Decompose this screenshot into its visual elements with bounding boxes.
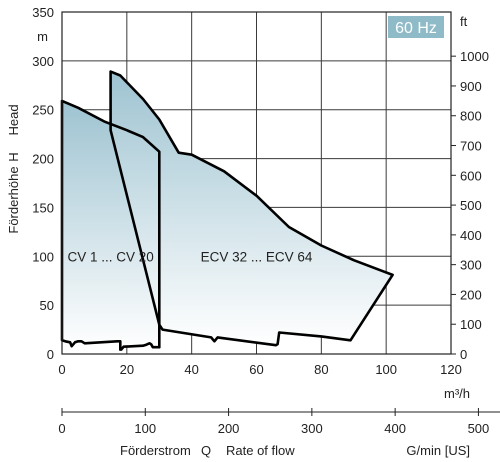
x-caption-de: Förderstrom bbox=[120, 443, 191, 458]
y-right-unit: ft bbox=[460, 14, 468, 29]
y-right-tick-label: 300 bbox=[460, 258, 482, 273]
y-right-tick-label: 100 bbox=[460, 317, 482, 332]
performance-curve-1 bbox=[60, 99, 161, 351]
x-top-unit: m³/h bbox=[444, 386, 470, 401]
y-left-tick-label: 50 bbox=[40, 298, 54, 313]
y-right-tick-label: 200 bbox=[460, 287, 482, 302]
x-caption-q: Q bbox=[201, 443, 211, 458]
x-bottom-tick-label: 400 bbox=[384, 421, 406, 436]
x-bottom-tick-label: 0 bbox=[58, 421, 65, 436]
frequency-badge-label: 60 Hz bbox=[395, 20, 437, 37]
axes: 050100150200250300350m010020030040050060… bbox=[32, 5, 500, 458]
plot-frame bbox=[61, 11, 452, 355]
x-bottom-tick-label: 100 bbox=[134, 421, 156, 436]
y-right-tick-label: 500 bbox=[460, 198, 482, 213]
x-top-tick-label: 100 bbox=[375, 362, 397, 377]
labels: CV 1 ... CV 20 ECV 32 ... ECV 64 Förderstr… bbox=[6, 16, 444, 458]
y-right-tick-label: 700 bbox=[460, 139, 482, 154]
y-right-tick-label: 800 bbox=[460, 109, 482, 124]
y-left-unit: m bbox=[37, 29, 48, 44]
x-bottom-tick-label: 500 bbox=[468, 421, 490, 436]
y-right-tick-label: 400 bbox=[460, 228, 482, 243]
y-right-tick-label: 0 bbox=[460, 347, 467, 362]
y-left-tick-label: 250 bbox=[32, 103, 54, 118]
y-right-tick-label: 900 bbox=[460, 79, 482, 94]
x-bottom-unit: G/min [US] bbox=[406, 443, 470, 458]
series-label-1: CV 1 ... CV 20 bbox=[67, 249, 153, 264]
x-caption-en: Rate of flow bbox=[226, 443, 295, 458]
x-top-tick-label: 120 bbox=[440, 362, 462, 377]
x-top-tick-label: 60 bbox=[249, 362, 263, 377]
x-top-tick-label: 40 bbox=[184, 362, 198, 377]
y-left-tick-label: 100 bbox=[32, 249, 54, 264]
y-caption-en: Head bbox=[6, 104, 21, 135]
x-bottom-tick-label: 300 bbox=[301, 421, 323, 436]
y-right-tick-label: 1000 bbox=[460, 49, 489, 64]
y-left-tick-label: 350 bbox=[32, 5, 54, 20]
series-label-2: ECV 32 ... ECV 64 bbox=[201, 249, 313, 264]
x-top-tick-label: 80 bbox=[314, 362, 328, 377]
x-top-tick-label: 20 bbox=[120, 362, 134, 377]
frequency-badge bbox=[388, 16, 444, 38]
y-caption-h: H bbox=[6, 152, 21, 161]
y-left-tick-label: 0 bbox=[47, 347, 54, 362]
performance-areas bbox=[62, 71, 393, 350]
y-caption-de: Förderhöhe bbox=[6, 166, 21, 233]
x-bottom-tick-label: 200 bbox=[218, 421, 240, 436]
performance-curve-2 bbox=[109, 70, 394, 347]
x-top-tick-label: 0 bbox=[58, 362, 65, 377]
y-right-tick-label: 600 bbox=[460, 168, 482, 183]
y-left-tick-label: 300 bbox=[32, 54, 54, 69]
performance-area-2 bbox=[110, 71, 393, 346]
y-left-tick-label: 150 bbox=[32, 200, 54, 215]
y-left-tick-label: 200 bbox=[32, 152, 54, 167]
performance-curves bbox=[60, 70, 394, 351]
